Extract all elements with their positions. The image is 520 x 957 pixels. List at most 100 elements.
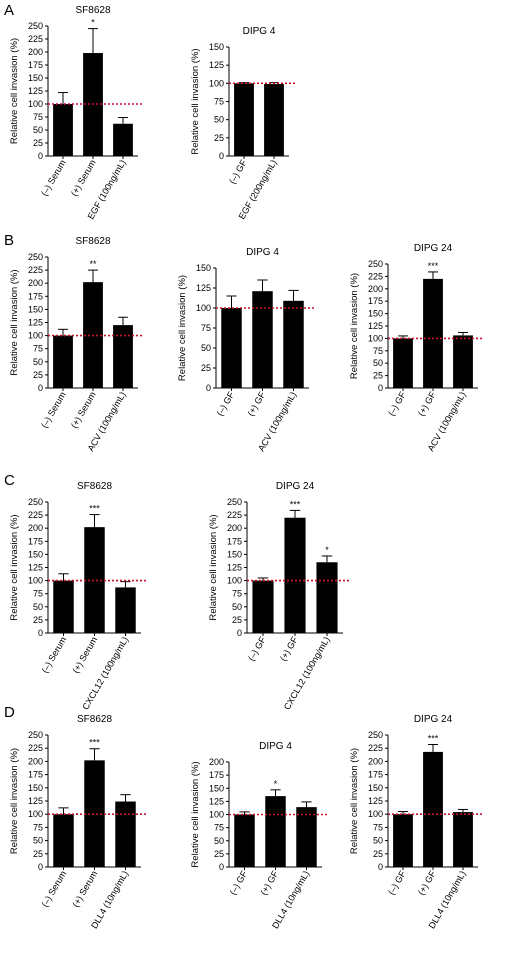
- x-tick-label: (+) GF: [416, 390, 438, 418]
- y-tick-label: 175: [368, 770, 383, 780]
- y-tick-label: 50: [33, 836, 43, 846]
- y-axis-label: Relative cell invasion (%): [177, 275, 188, 381]
- y-tick-label: 100: [196, 303, 211, 313]
- y-tick-label: 200: [209, 757, 224, 767]
- significance-marker: *: [325, 545, 329, 555]
- chart-title: DIPG 24: [414, 243, 453, 254]
- y-tick-label: 0: [38, 862, 43, 872]
- bar: [393, 814, 413, 867]
- y-tick-label: 125: [209, 60, 224, 70]
- significance-marker: *: [274, 779, 278, 789]
- x-tick-label: (+) Serum: [69, 158, 98, 198]
- y-tick-label: 100: [227, 576, 242, 586]
- y-tick-label: 25: [214, 133, 224, 143]
- chart-title: DIPG 24: [276, 481, 315, 492]
- significance-marker: ***: [290, 499, 301, 509]
- y-tick-label: 225: [28, 34, 43, 44]
- chart-title: DIPG 4: [246, 247, 279, 258]
- y-tick-label: 25: [33, 138, 43, 148]
- y-tick-label: 100: [28, 331, 43, 341]
- significance-marker: ***: [89, 738, 100, 748]
- y-tick-label: 125: [368, 321, 383, 331]
- bar: [453, 812, 473, 867]
- x-tick-label: (–) Serum: [39, 390, 68, 430]
- panel-label-c: C: [4, 472, 15, 489]
- significance-marker: **: [89, 259, 97, 269]
- bar: [316, 562, 338, 633]
- y-tick-label: 175: [28, 536, 43, 546]
- x-tick-label: (+) GF: [258, 869, 280, 897]
- bar: [252, 291, 273, 388]
- x-tick-label: (–) GF: [215, 390, 237, 418]
- y-tick-label: 150: [28, 549, 43, 559]
- bar: [53, 814, 74, 867]
- y-tick-label: 0: [219, 862, 224, 872]
- y-tick-label: 175: [368, 296, 383, 306]
- y-tick-label: 100: [209, 78, 224, 88]
- y-tick-label: 225: [28, 510, 43, 520]
- y-tick-label: 0: [206, 383, 211, 393]
- y-axis-label: Relative cell invasion (%): [9, 514, 20, 620]
- bar: [234, 83, 254, 156]
- y-tick-label: 150: [28, 73, 43, 83]
- bar: [423, 278, 443, 388]
- x-tick-label: (+) GF: [278, 635, 300, 663]
- y-tick-label: 200: [227, 523, 242, 533]
- y-tick-label: 125: [227, 563, 242, 573]
- y-tick-label: 25: [33, 615, 43, 625]
- y-axis-label: Relative cell invasion (%): [208, 514, 219, 620]
- y-tick-label: 125: [28, 796, 43, 806]
- bar: [115, 801, 136, 867]
- y-tick-label: 225: [368, 271, 383, 281]
- y-tick-label: 150: [368, 309, 383, 319]
- significance-marker: ***: [89, 504, 100, 514]
- chart-title: SF8628: [75, 5, 110, 16]
- significance-marker: ***: [428, 261, 439, 271]
- y-tick-label: 250: [227, 497, 242, 507]
- y-tick-label: 0: [38, 151, 43, 161]
- y-tick-label: 75: [33, 112, 43, 122]
- y-tick-label: 150: [227, 549, 242, 559]
- bar: [453, 335, 473, 388]
- y-axis-label: Relative cell invasion (%): [349, 748, 360, 854]
- bar: [84, 527, 105, 633]
- y-tick-label: 225: [28, 743, 43, 753]
- y-tick-label: 175: [28, 291, 43, 301]
- y-tick-label: 100: [368, 333, 383, 343]
- y-tick-label: 125: [196, 283, 211, 293]
- x-tick-label: (–) GF: [386, 869, 408, 897]
- y-tick-label: 0: [219, 151, 224, 161]
- y-tick-label: 150: [196, 263, 211, 273]
- chart-title: SF8628: [77, 481, 112, 492]
- y-tick-label: 25: [201, 363, 211, 373]
- bar: [264, 84, 284, 156]
- y-tick-label: 150: [28, 304, 43, 314]
- x-tick-label: (+) GF: [416, 869, 438, 897]
- y-tick-label: 175: [227, 536, 242, 546]
- y-tick-label: 25: [33, 370, 43, 380]
- bar: [53, 104, 73, 156]
- y-tick-label: 225: [28, 265, 43, 275]
- bar: [113, 123, 133, 156]
- x-tick-label: (–) GF: [386, 390, 408, 418]
- y-tick-label: 75: [214, 97, 224, 107]
- x-tick-label: (+) Serum: [69, 390, 98, 430]
- y-tick-label: 100: [28, 809, 43, 819]
- y-axis-label: Relative cell invasion (%): [190, 48, 201, 154]
- y-tick-label: 200: [28, 47, 43, 57]
- y-tick-label: 250: [28, 21, 43, 31]
- significance-marker: *: [91, 18, 95, 28]
- chart-title: SF8628: [75, 236, 110, 247]
- y-tick-label: 150: [368, 783, 383, 793]
- y-tick-label: 175: [28, 60, 43, 70]
- bar: [423, 751, 443, 867]
- chart-title: DIPG 24: [414, 714, 453, 725]
- y-axis-label: Relative cell invasion (%): [9, 38, 20, 144]
- y-tick-label: 75: [373, 822, 383, 832]
- x-tick-label: (+) Serum: [70, 635, 99, 675]
- y-tick-label: 25: [373, 371, 383, 381]
- y-tick-label: 250: [28, 497, 43, 507]
- y-tick-label: 200: [368, 284, 383, 294]
- bar: [284, 517, 306, 633]
